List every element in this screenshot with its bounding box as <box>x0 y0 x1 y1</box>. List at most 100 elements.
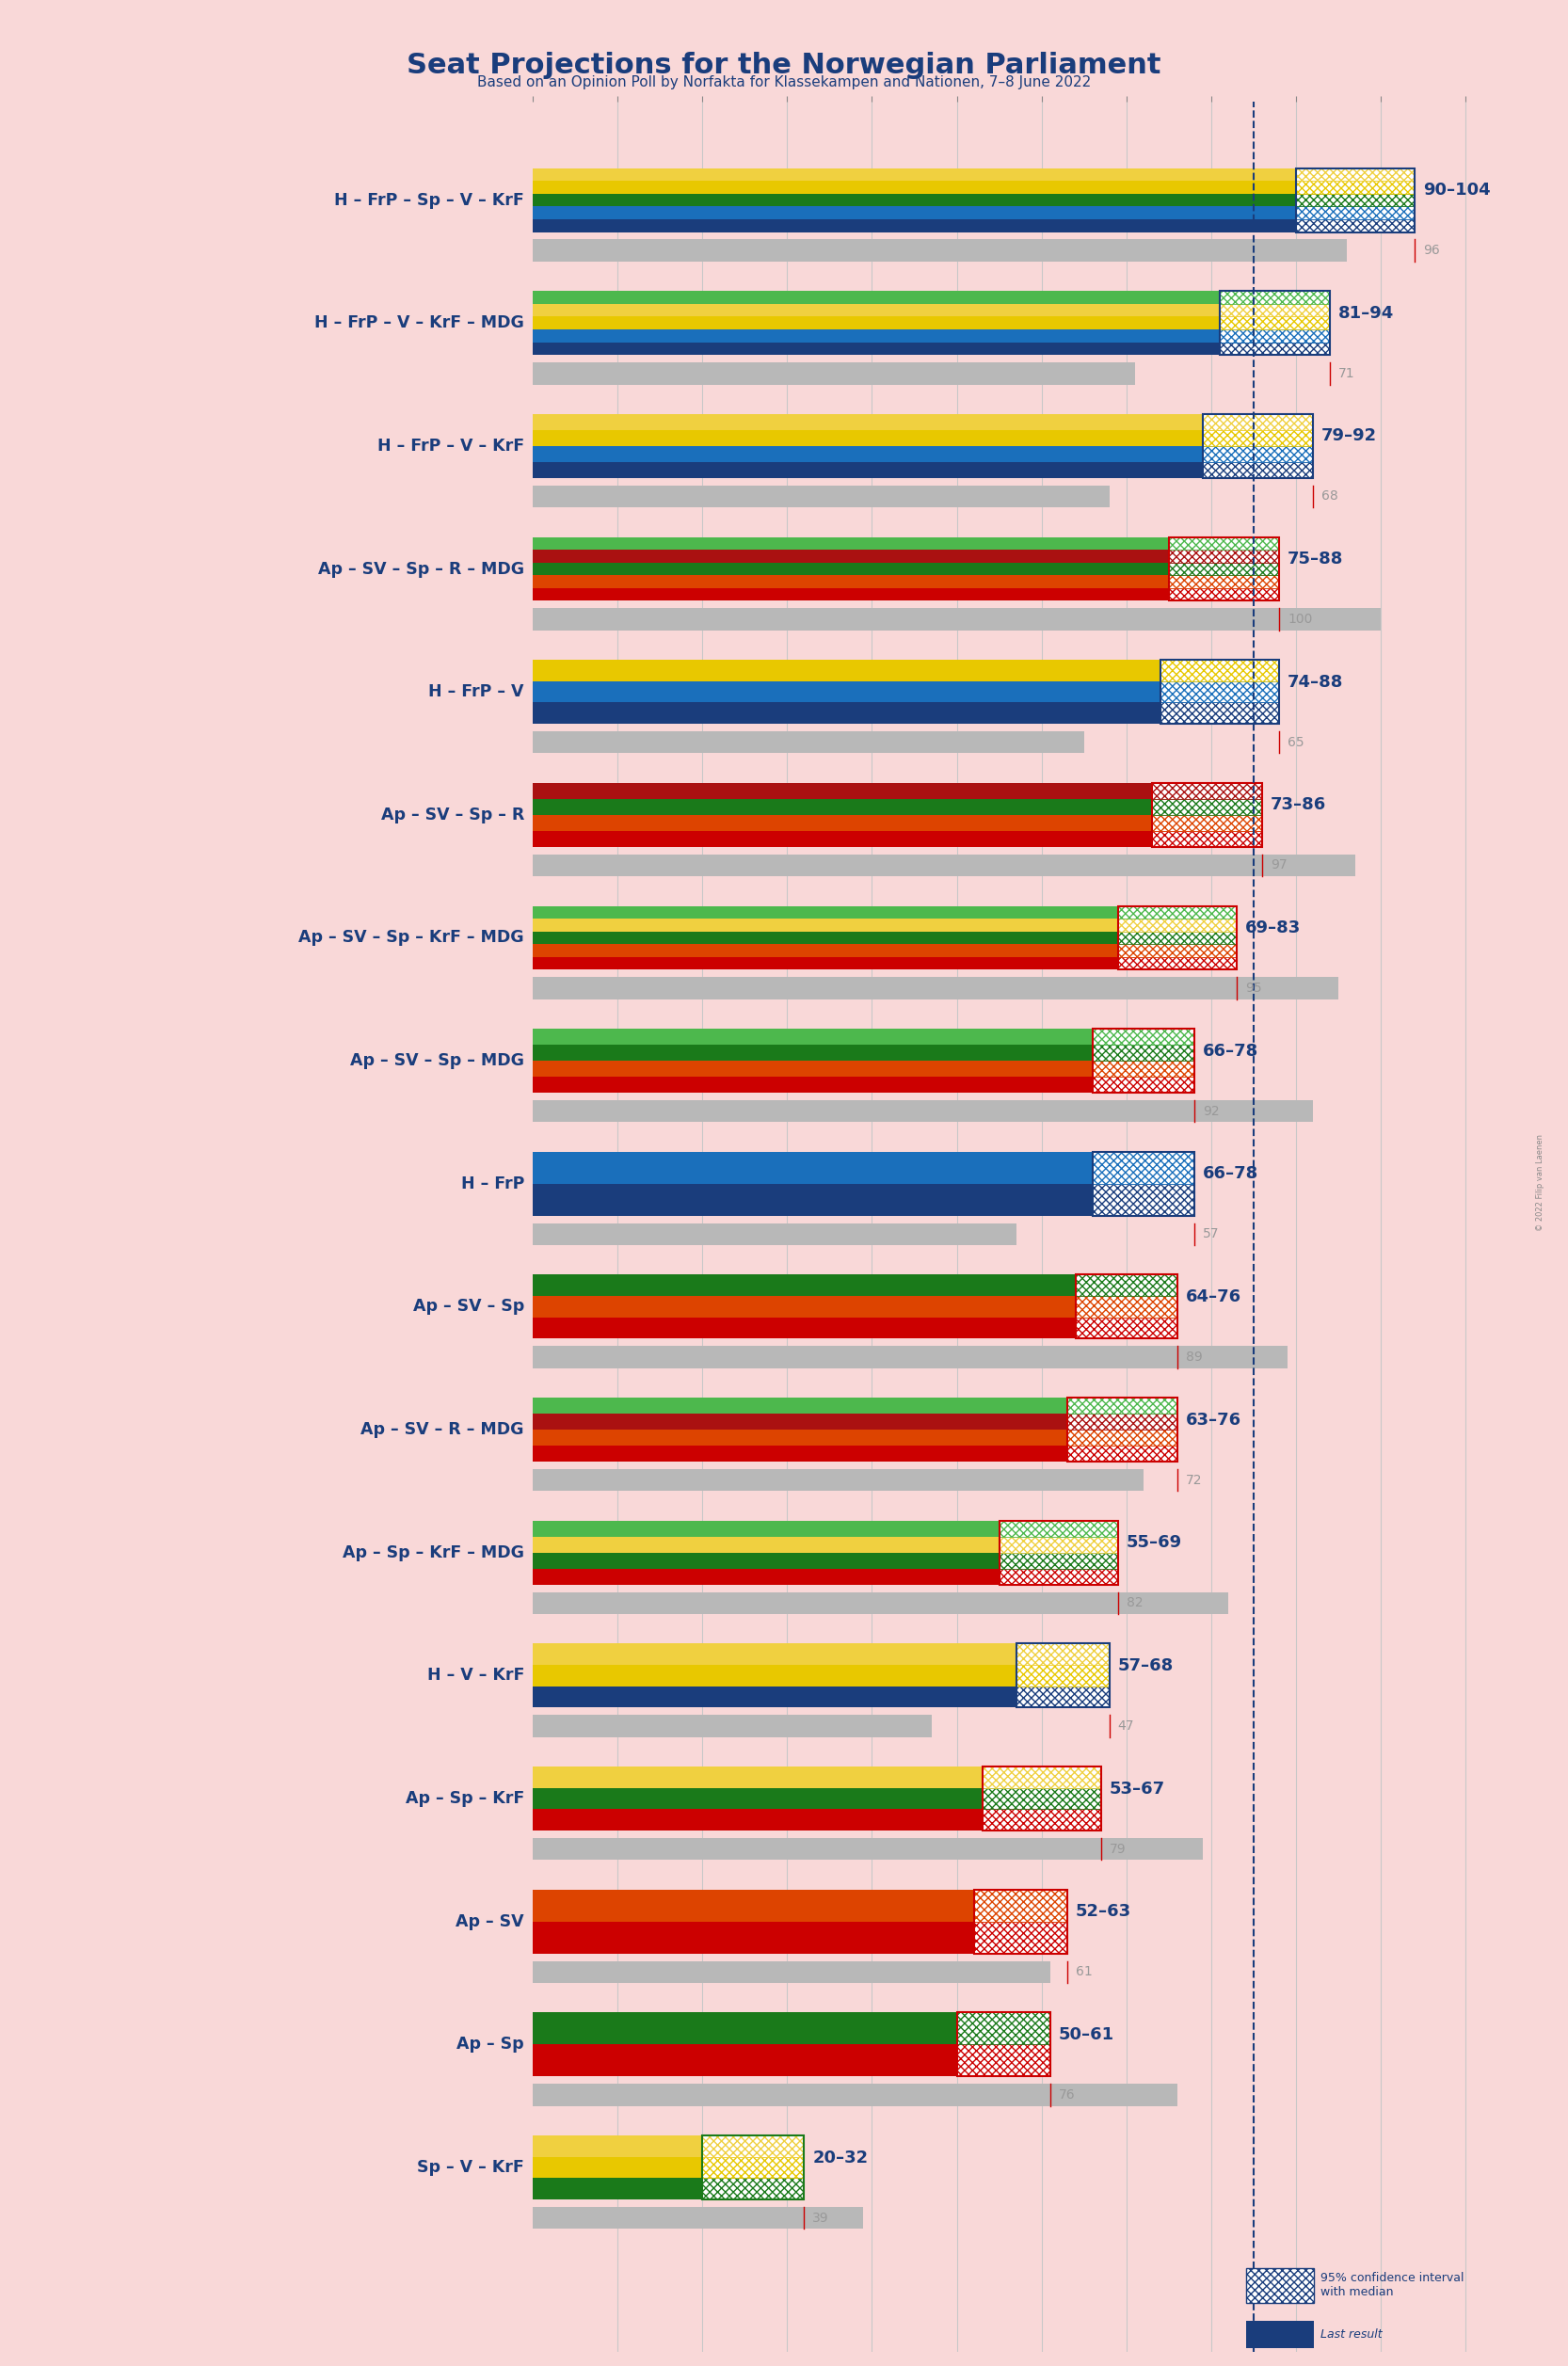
Bar <box>1152 783 1262 800</box>
Bar <box>533 1838 1203 1860</box>
Bar <box>533 1469 1143 1491</box>
Bar <box>533 918 1118 932</box>
Bar <box>956 2013 1051 2077</box>
Text: 92: 92 <box>1203 1105 1220 1117</box>
Text: 95% confidence interval
with median: 95% confidence interval with median <box>1320 2271 1465 2300</box>
Bar <box>999 1552 1118 1569</box>
Bar <box>533 329 1220 343</box>
Bar <box>1203 461 1312 478</box>
Bar <box>1118 932 1237 944</box>
Bar <box>1220 343 1330 355</box>
Bar <box>1152 814 1262 830</box>
Bar <box>982 1789 1101 1810</box>
Bar <box>533 906 1118 918</box>
Text: 39: 39 <box>812 2212 829 2224</box>
Bar <box>533 2158 702 2179</box>
Text: Seat Projections for the Norwegian Parliament: Seat Projections for the Norwegian Parli… <box>406 52 1162 80</box>
Bar <box>702 2158 804 2179</box>
Bar <box>533 1077 1093 1093</box>
Text: Ap – SV: Ap – SV <box>456 1914 524 1931</box>
Bar <box>974 1921 1068 1954</box>
Bar <box>533 239 1347 263</box>
Bar <box>533 537 1168 549</box>
Bar <box>1160 660 1279 681</box>
Bar <box>1168 537 1279 549</box>
Bar <box>533 291 1220 303</box>
Bar <box>533 660 1160 681</box>
Bar <box>1203 414 1312 478</box>
Bar <box>1093 1029 1195 1046</box>
Bar <box>1220 291 1330 303</box>
Bar <box>533 608 1381 629</box>
Bar <box>533 1318 1076 1339</box>
Bar <box>982 1810 1101 1831</box>
Bar <box>1093 1183 1195 1216</box>
Bar <box>533 1046 1093 1060</box>
Bar <box>1297 206 1414 220</box>
Bar <box>1076 1297 1178 1318</box>
Bar <box>533 1666 1016 1687</box>
Text: Ap – Sp – KrF: Ap – Sp – KrF <box>406 1791 524 1808</box>
Bar <box>533 194 1297 206</box>
Bar <box>1160 681 1279 703</box>
Bar <box>533 168 1297 180</box>
Bar <box>1220 329 1330 343</box>
Bar <box>1245 2269 1314 2302</box>
Bar <box>1093 1060 1195 1077</box>
Bar <box>533 783 1152 800</box>
Bar <box>982 1767 1101 1789</box>
Bar <box>1297 194 1414 206</box>
Text: 81–94: 81–94 <box>1339 305 1394 322</box>
Bar <box>1076 1275 1178 1297</box>
Text: 95: 95 <box>1245 982 1262 994</box>
Bar <box>533 977 1339 998</box>
Bar <box>1118 956 1237 970</box>
Text: 72: 72 <box>1185 1474 1203 1486</box>
Bar <box>533 1687 1016 1708</box>
Text: H – FrP – V: H – FrP – V <box>428 684 524 700</box>
Text: 61: 61 <box>1076 1966 1093 1978</box>
Bar <box>533 1592 1228 1614</box>
Bar <box>1118 956 1237 970</box>
Bar <box>1160 660 1279 724</box>
Text: Ap – SV – Sp – R: Ap – SV – Sp – R <box>381 807 524 823</box>
Bar <box>1297 180 1414 194</box>
Text: Based on an Opinion Poll by Norfakta for Klassekampen and Nationen, 7–8 June 202: Based on an Opinion Poll by Norfakta for… <box>477 76 1091 90</box>
Bar <box>533 206 1297 220</box>
Bar <box>1203 414 1312 431</box>
Bar <box>999 1569 1118 1585</box>
Bar <box>533 1429 1068 1446</box>
Bar <box>956 2044 1051 2077</box>
Bar <box>533 2136 702 2158</box>
Bar <box>1093 1077 1195 1093</box>
Bar <box>702 2136 804 2158</box>
Bar <box>1152 800 1262 814</box>
Bar <box>1068 1413 1178 1429</box>
Bar <box>1160 703 1279 724</box>
Bar <box>533 1275 1076 1297</box>
Bar <box>1118 918 1237 932</box>
Bar <box>533 414 1203 431</box>
Bar <box>533 944 1118 956</box>
Bar <box>1068 1398 1178 1462</box>
Text: 73–86: 73–86 <box>1270 797 1327 814</box>
Text: 75–88: 75–88 <box>1287 551 1344 568</box>
Bar <box>1297 206 1414 220</box>
Text: 53–67: 53–67 <box>1110 1779 1165 1798</box>
Bar <box>974 1890 1068 1921</box>
Bar <box>1016 1687 1110 1708</box>
Text: 79: 79 <box>1110 1843 1126 1855</box>
Bar <box>1297 194 1414 206</box>
Bar <box>533 2207 864 2229</box>
Text: 76: 76 <box>1058 2089 1076 2101</box>
Bar <box>533 932 1118 944</box>
Bar <box>1016 1666 1110 1687</box>
Bar <box>1168 589 1279 601</box>
Bar <box>1168 537 1279 601</box>
Bar <box>702 2158 804 2179</box>
Bar <box>974 1890 1068 1921</box>
Bar <box>533 1152 1093 1183</box>
Text: 47: 47 <box>1118 1720 1134 1732</box>
Bar <box>1152 783 1262 847</box>
Text: 74–88: 74–88 <box>1287 674 1344 691</box>
